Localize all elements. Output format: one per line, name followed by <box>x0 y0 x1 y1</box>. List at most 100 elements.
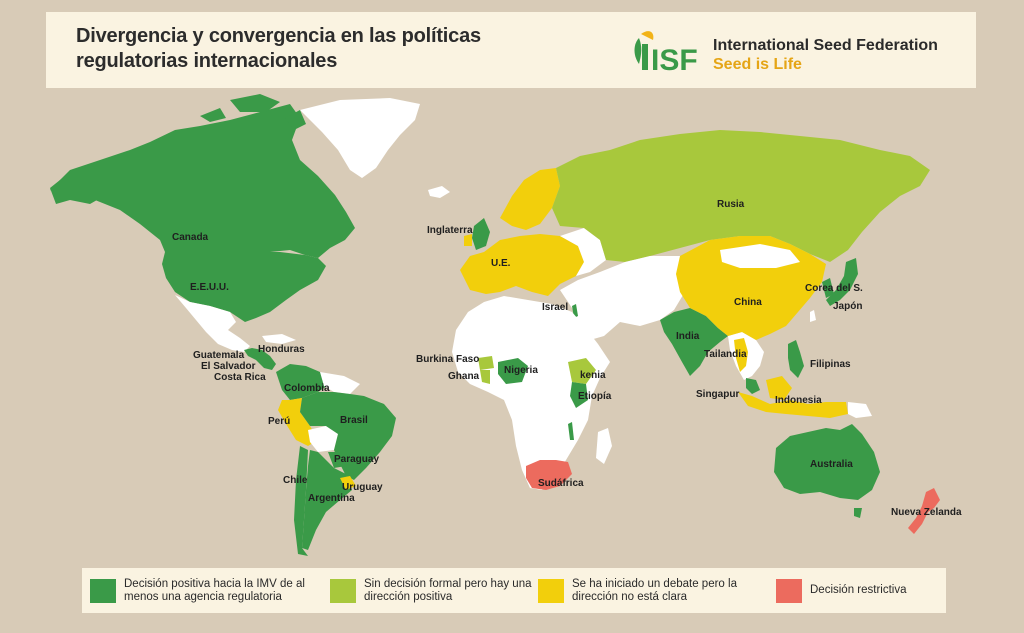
region-bolivia <box>308 426 338 452</box>
label-australia: Australia <box>810 459 853 470</box>
legend-item-positive: Decisión positiva hacia la IMV de al men… <box>90 576 325 606</box>
label-nueva-zelanda: Nueva Zelanda <box>891 507 962 518</box>
label-colombia: Colombia <box>284 383 330 394</box>
region-scandinavia <box>500 168 560 230</box>
region-caribbean <box>262 334 296 344</box>
region-brasil <box>300 392 396 480</box>
label-guatemala: Guatemala <box>193 350 245 361</box>
region-australia <box>774 424 880 500</box>
region-iceland <box>428 186 450 198</box>
legend-item-debate: Se ha iniciado un debate pero la direcci… <box>538 576 758 606</box>
region-india <box>660 308 728 376</box>
map-legend: Decisión positiva hacia la IMV de al men… <box>82 568 946 613</box>
label-costa-rica: Costa Rica <box>214 372 266 383</box>
region-malawi <box>568 422 574 440</box>
region-venezuela <box>320 372 360 394</box>
legend-swatch-restrictive <box>776 579 802 603</box>
label-canada: Canada <box>172 232 209 243</box>
region-south-africa <box>526 460 572 490</box>
region-canada <box>50 104 355 258</box>
label-nigeria: Nigeria <box>504 365 538 376</box>
legend-label-positive: Decisión positiva hacia la IMV de al men… <box>124 578 305 603</box>
label-ghana: Ghana <box>448 371 480 382</box>
region-alaska <box>50 166 110 204</box>
region-russia <box>552 130 930 262</box>
label-kenia: kenia <box>580 370 606 381</box>
label-singapur: Singapur <box>696 389 739 400</box>
region-eu <box>460 234 584 296</box>
label-usa: E.E.U.U. <box>190 282 229 293</box>
region-mexico <box>175 295 250 352</box>
org-tagline: Seed is Life <box>713 56 802 73</box>
region-thailand <box>734 338 748 372</box>
label-peru: Perú <box>268 416 290 427</box>
label-ue: U.E. <box>491 258 511 269</box>
legend-label-informal: Sin decisión formal pero hay una direcci… <box>364 578 532 603</box>
label-israel: Israel <box>542 302 568 313</box>
region-eastern-europe <box>560 228 606 276</box>
legend-label-restrictive: Decisión restrictiva <box>810 584 907 596</box>
region-ethiopia <box>568 358 596 384</box>
label-etiopia: Etiopía <box>578 391 612 402</box>
region-japan <box>826 258 858 306</box>
region-ireland <box>464 234 472 246</box>
label-paraguay: Paraguay <box>334 454 379 465</box>
legend-label-debate: Se ha iniciado un debate pero la direcci… <box>572 578 737 603</box>
header-banner: Divergencia y convergencia en las políti… <box>46 12 976 88</box>
title-line-1: Divergencia y convergencia en las políti… <box>76 25 481 47</box>
region-malaysia <box>746 378 760 394</box>
label-indonesia: Indonesia <box>775 395 822 406</box>
region-africa <box>452 296 610 490</box>
region-greenland <box>300 98 420 178</box>
region-middle-east <box>560 256 690 340</box>
region-usa <box>162 252 326 322</box>
label-argentina: Argentina <box>308 493 355 504</box>
region-indonesia <box>738 392 848 418</box>
region-peru <box>278 398 318 446</box>
legend-swatch-informal <box>330 579 356 603</box>
region-philippines <box>788 340 804 378</box>
region-png <box>848 402 872 418</box>
label-sudafrica: Sudáfrica <box>538 478 584 489</box>
legend-swatch-debate <box>538 579 564 603</box>
region-burkina-faso <box>478 356 494 370</box>
region-nigeria <box>498 358 528 384</box>
region-korea <box>822 278 834 298</box>
label-inglaterra: Inglaterra <box>427 225 473 236</box>
label-burkina-faso: Burkina Faso <box>416 354 479 365</box>
isf-logo-icon: ISF <box>634 31 698 76</box>
logo-letters: ISF <box>651 44 698 76</box>
org-name: International Seed Federation <box>713 37 938 54</box>
title-line-2: regulatorias internacionales <box>76 50 338 72</box>
label-uruguay: Uruguay <box>342 482 383 493</box>
region-colombia <box>276 364 330 400</box>
map-title: Divergencia y convergencia en las políti… <box>76 24 556 74</box>
region-madagascar <box>596 428 612 464</box>
region-tasmania <box>854 508 862 518</box>
region-taiwan <box>810 310 816 322</box>
label-filipinas: Filipinas <box>810 359 851 370</box>
region-argentina <box>302 450 352 550</box>
label-brasil: Brasil <box>340 415 368 426</box>
region-borneo <box>766 376 792 400</box>
label-india: India <box>676 331 700 342</box>
region-ghana <box>480 370 490 384</box>
label-el-salvador: El Salvador <box>201 361 256 372</box>
label-japon: Japón <box>833 301 862 312</box>
region-uruguay <box>340 476 356 490</box>
region-kenya <box>570 382 588 408</box>
region-new-zealand <box>908 488 940 534</box>
label-honduras: Honduras <box>258 344 305 355</box>
label-chile: Chile <box>283 475 308 486</box>
region-mongolia <box>720 244 800 268</box>
region-canada-islands <box>200 94 306 130</box>
legend-swatch-positive <box>90 579 116 603</box>
region-chile <box>294 446 308 556</box>
region-paraguay <box>328 452 346 468</box>
label-tailandia: Tailandia <box>704 349 747 360</box>
legend-item-informal: Sin decisión formal pero hay una direcci… <box>330 576 532 606</box>
label-rusia: Rusia <box>717 199 745 210</box>
legend-item-restrictive: Decisión restrictiva <box>776 576 936 606</box>
region-uk <box>472 218 490 250</box>
